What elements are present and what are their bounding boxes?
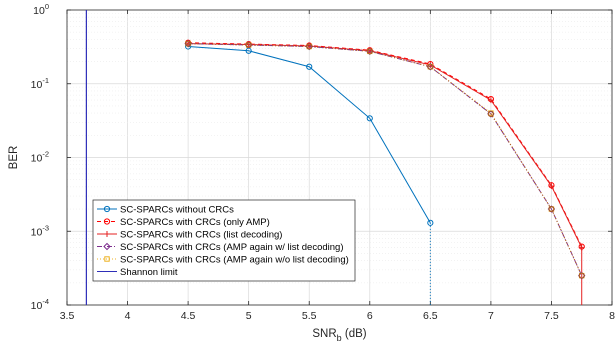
y-tick-label-base: 10 xyxy=(31,226,43,238)
data-point xyxy=(245,41,252,49)
legend-label: SC-SPARCs with CRCs (AMP again w/ list d… xyxy=(120,242,344,253)
y-tick-label: 10-2 xyxy=(31,150,49,165)
x-tick-label: 4.5 xyxy=(181,310,196,322)
y-tick-label-base: 10 xyxy=(31,153,43,165)
data-point xyxy=(548,205,555,213)
y-tick-label: 100 xyxy=(33,2,49,17)
x-axis-label-unit: (dB) xyxy=(342,328,367,340)
legend-entry: SC-SPARCs without CRCs xyxy=(97,205,234,216)
series-layer xyxy=(85,10,586,305)
legend-marker xyxy=(103,242,111,251)
data-point xyxy=(487,110,494,118)
legend-entry: SC-SPARCs with CRCs (only AMP) xyxy=(97,217,270,228)
y-tick-label: 10-1 xyxy=(31,76,49,91)
x-tick-label: 7.5 xyxy=(544,310,559,322)
y-axis-label: BER xyxy=(8,146,20,170)
data-point xyxy=(306,43,313,50)
legend-label: Shannon limit xyxy=(120,267,178,278)
y-tick-label-exp: 0 xyxy=(45,2,49,11)
x-tick-label: 7 xyxy=(488,310,494,322)
y-tick-label-exp: -4 xyxy=(42,297,49,306)
data-point xyxy=(427,63,434,70)
data-point xyxy=(578,244,585,251)
y-tick-label-exp: -2 xyxy=(42,150,49,159)
x-axis-label-sub: b xyxy=(337,333,342,343)
data-point xyxy=(578,272,585,279)
legend-box xyxy=(92,199,356,282)
legend-label: SC-SPARCs without CRCs xyxy=(120,205,234,216)
legend-entry: Shannon limit xyxy=(97,267,178,278)
extra-line xyxy=(188,43,583,276)
legend-marker xyxy=(104,256,110,262)
x-tick-label: 3.5 xyxy=(60,310,75,322)
data-point xyxy=(366,115,373,122)
extra-line-0 xyxy=(185,40,585,279)
data-point xyxy=(185,40,192,47)
x-tick-label: 5.5 xyxy=(302,310,317,322)
legend-marker xyxy=(103,218,111,225)
x-tick-label: 6 xyxy=(367,310,373,322)
legend-label: SC-SPARCs with CRCs (AMP again w/o list … xyxy=(120,255,349,266)
data-point xyxy=(366,48,373,55)
data-point xyxy=(548,183,555,190)
legend-marker xyxy=(103,205,111,213)
y-tick-label-base: 10 xyxy=(31,300,43,312)
legend-entry: SC-SPARCs with CRCs (list decoding) xyxy=(97,230,282,241)
data-point xyxy=(306,63,313,70)
label-layer: SNRb (dB) BER xyxy=(8,146,367,343)
legend-label: SC-SPARCs with CRCs (list decoding) xyxy=(120,230,282,241)
y-tick-label-exp: -1 xyxy=(42,76,49,85)
legend-label: SC-SPARCs with CRCs (only AMP) xyxy=(120,217,270,228)
series-line xyxy=(188,45,431,224)
x-axis-label: SNRb (dB) xyxy=(312,328,366,343)
x-tick-label: 4 xyxy=(125,310,131,322)
y-tick-label-exp: -3 xyxy=(42,223,49,232)
data-point xyxy=(487,97,494,104)
y-tick-label: 10-4 xyxy=(31,297,49,312)
legend-marker xyxy=(104,231,110,237)
x-tick-label: 6.5 xyxy=(423,310,438,322)
y-tick-label: 10-3 xyxy=(31,223,49,238)
x-tick-label: 8 xyxy=(609,310,615,322)
x-tick-label: 5 xyxy=(246,310,252,322)
y-tick-label-base: 10 xyxy=(33,5,45,17)
x-axis-label-main: SNR xyxy=(312,328,336,340)
legend-entry: SC-SPARCs with CRCs (AMP again w/ list d… xyxy=(97,242,344,253)
y-tick-label-base: 10 xyxy=(31,79,43,91)
data-point xyxy=(427,219,434,226)
legend-entry: SC-SPARCs with CRCs (AMP again w/o list … xyxy=(97,255,349,266)
